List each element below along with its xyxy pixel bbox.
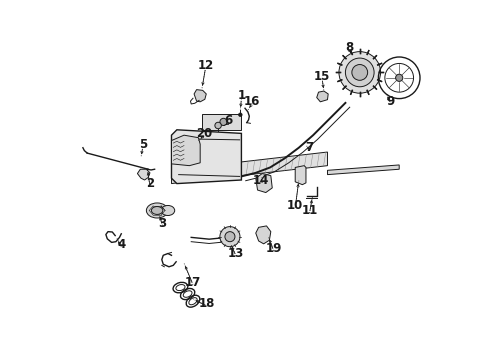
Text: 16: 16 xyxy=(244,95,260,108)
Text: 8: 8 xyxy=(345,41,353,54)
Polygon shape xyxy=(202,114,242,130)
Polygon shape xyxy=(172,135,200,166)
Text: 3: 3 xyxy=(158,216,167,230)
Circle shape xyxy=(339,51,381,93)
Text: 2: 2 xyxy=(146,177,154,190)
Ellipse shape xyxy=(161,206,175,216)
Text: 7: 7 xyxy=(305,141,314,154)
Text: 18: 18 xyxy=(199,297,216,310)
Text: 19: 19 xyxy=(266,242,282,255)
Text: 15: 15 xyxy=(314,69,330,82)
Polygon shape xyxy=(327,165,399,175)
Polygon shape xyxy=(317,91,328,102)
Text: 10: 10 xyxy=(287,199,303,212)
Text: 14: 14 xyxy=(253,174,270,186)
Circle shape xyxy=(220,226,240,247)
Text: 4: 4 xyxy=(117,238,125,251)
Circle shape xyxy=(215,122,221,129)
Ellipse shape xyxy=(147,203,168,218)
Text: 6: 6 xyxy=(225,114,233,127)
Circle shape xyxy=(395,74,403,81)
Polygon shape xyxy=(194,90,206,102)
Text: 1: 1 xyxy=(237,89,245,102)
Circle shape xyxy=(220,118,227,126)
Text: 20: 20 xyxy=(196,127,212,140)
Circle shape xyxy=(225,231,235,242)
Text: 17: 17 xyxy=(185,276,201,289)
Polygon shape xyxy=(172,152,327,184)
Text: 9: 9 xyxy=(386,95,394,108)
Polygon shape xyxy=(137,169,150,180)
Circle shape xyxy=(345,58,374,87)
Polygon shape xyxy=(295,166,306,185)
Polygon shape xyxy=(256,226,271,244)
Text: 5: 5 xyxy=(139,138,147,150)
Circle shape xyxy=(352,64,368,80)
Text: 12: 12 xyxy=(197,59,214,72)
Ellipse shape xyxy=(151,207,163,215)
Text: 11: 11 xyxy=(301,204,318,217)
Text: 13: 13 xyxy=(228,247,244,260)
Polygon shape xyxy=(172,130,242,184)
Circle shape xyxy=(239,113,242,117)
Polygon shape xyxy=(256,174,272,193)
